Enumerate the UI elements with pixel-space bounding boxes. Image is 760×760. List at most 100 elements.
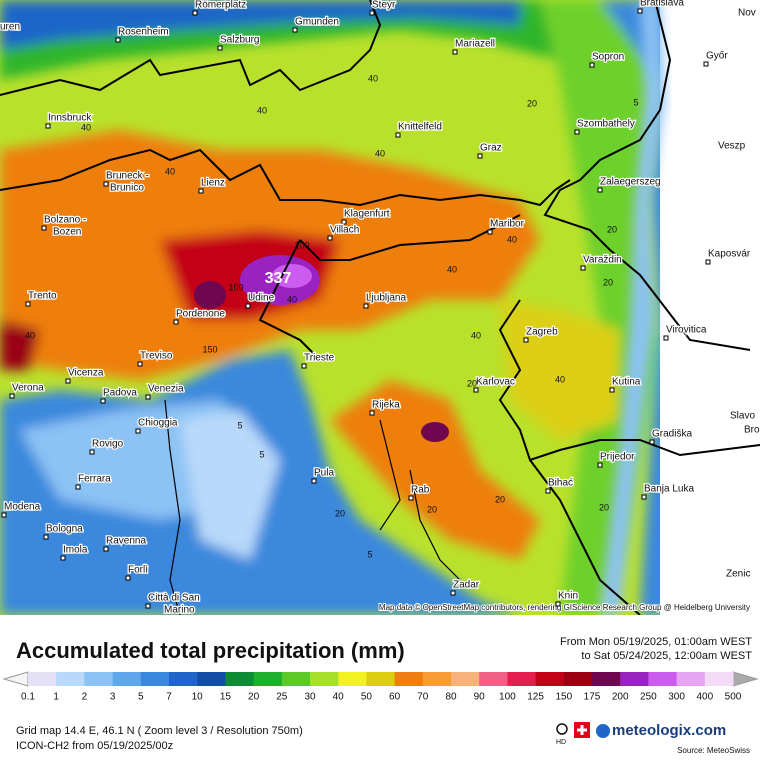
city-dot (641, 494, 647, 500)
city-label: Venezia (148, 384, 184, 395)
city-dot (649, 439, 655, 445)
legend-swatch (112, 672, 142, 686)
hd-label[interactable]: HD (556, 739, 566, 746)
legend-label: 200 (612, 692, 629, 703)
city-dot (369, 10, 375, 16)
city-dot (45, 123, 51, 129)
city-label: Győr (706, 51, 728, 62)
city-label: Padova (103, 388, 137, 399)
city-dot (43, 534, 49, 540)
city-label: uren (0, 22, 20, 33)
city-label: Ferrara (78, 474, 111, 485)
contour-label: 20 (599, 502, 609, 512)
legend-swatch (366, 672, 396, 686)
contour-label: 150 (202, 344, 217, 354)
city-dot (65, 378, 71, 384)
legend-label: 1 (53, 692, 59, 703)
model-info: ICON-CH2 from 05/19/2025/00z (16, 740, 173, 752)
legend-swatch (563, 672, 593, 686)
city-dot (545, 488, 551, 494)
contour-label: 40 (25, 330, 35, 340)
legend-swatch (84, 672, 114, 686)
city-label: Maribor (490, 219, 525, 230)
city-dot (311, 478, 317, 484)
contour-label: 40 (471, 330, 481, 340)
city-label: Knittelfeld (398, 122, 442, 133)
legend-swatch (704, 672, 734, 686)
city-label: Bihać (548, 478, 573, 489)
city-label: Imola (63, 545, 88, 556)
legend-swatch (28, 672, 57, 686)
city-dot (450, 590, 456, 596)
city-label: Gmunden (295, 17, 339, 28)
city-dot (487, 229, 493, 235)
contour-label: 100 (294, 240, 309, 250)
legend-swatch (592, 672, 621, 686)
city-dot (89, 449, 95, 455)
contour-label: 40 (81, 122, 91, 132)
legend-swatch (394, 672, 424, 686)
city-dot (9, 393, 15, 399)
legend-swatch (535, 672, 565, 686)
contour-label: 20 (335, 508, 345, 518)
city-dot (137, 361, 143, 367)
city-dot (103, 546, 109, 552)
legend-swatch (507, 672, 537, 686)
legend-swatch (169, 672, 198, 686)
city-dot (125, 575, 131, 581)
city-dot (292, 27, 298, 33)
city-dot (217, 45, 223, 51)
city-dot (452, 49, 458, 55)
grid-info: Grid map 14.4 E, 46.1 N ( Zoom level 3 /… (16, 725, 303, 737)
legend-label: 5 (138, 692, 144, 703)
city-label: Bozen (53, 227, 81, 238)
city-dot (173, 319, 179, 325)
city-dot (341, 219, 347, 225)
city-label: Zadar (453, 580, 480, 591)
legend-label: 300 (668, 692, 685, 703)
brand[interactable]: meteologix.com (612, 722, 726, 739)
source: Source: MeteoSwiss (677, 746, 750, 755)
city-dot (369, 410, 375, 416)
legend-label: 30 (304, 692, 316, 703)
legend-swatch (225, 672, 255, 686)
swiss-cross (577, 725, 587, 735)
city-label: Marino (164, 605, 195, 616)
date-from: From Mon 05/19/2025, 01:00am WEST (560, 636, 752, 648)
legend-label: 40 (333, 692, 345, 703)
city-label: Modena (4, 502, 41, 513)
city-dot (580, 265, 586, 271)
legend-swatch (338, 672, 367, 686)
city-label: Trento (28, 291, 57, 302)
city-label: Bratislava (640, 0, 684, 9)
city-dot (609, 387, 615, 393)
contour-label: 100 (228, 282, 243, 292)
contour-label: 40 (447, 264, 457, 274)
legend-swatch (676, 672, 706, 686)
city-label: Nov (738, 8, 756, 19)
map (0, 0, 760, 615)
map-labels: uren Römerplatz Steyr Bratislava Nov Gmunden R… (0, 0, 760, 617)
city-label: Varaždin (583, 255, 622, 266)
legend-label: 25 (276, 692, 288, 703)
city-dot (663, 335, 669, 341)
legend-swatch (253, 672, 283, 686)
city-dot (327, 235, 333, 241)
city-dot (115, 37, 121, 43)
legend-swatch (140, 672, 170, 686)
city-label: Zenic (726, 569, 750, 580)
zoom-icon[interactable] (556, 723, 568, 735)
city-label: Pula (314, 468, 334, 479)
contour-label: 20 (603, 277, 613, 287)
city-label: Brunico (110, 183, 144, 194)
city-label: Veszp (718, 141, 746, 152)
legend-swatch (479, 672, 508, 686)
city-label: Rovigo (92, 439, 124, 450)
city-label: Bruneck - (106, 171, 149, 182)
city-dot (1, 512, 7, 518)
legend-label: 90 (474, 692, 486, 703)
legend-label: 60 (389, 692, 401, 703)
legend-label: 175 (584, 692, 601, 703)
city-dot (198, 188, 204, 194)
